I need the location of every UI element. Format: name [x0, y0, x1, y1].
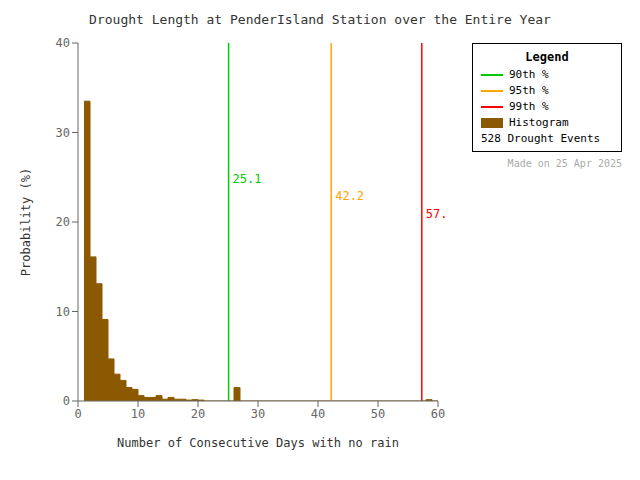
svg-text:20: 20 [56, 215, 70, 229]
svg-text:25.1: 25.1 [233, 172, 262, 186]
svg-text:40: 40 [56, 36, 70, 50]
svg-text:60: 60 [431, 407, 445, 421]
html-text:95th %: 95th % [509, 84, 549, 97]
html-text:528 Drought Events: 528 Drought Events [481, 132, 601, 145]
svg-text:20: 20 [191, 407, 205, 421]
html-text:Legend: Legend [525, 50, 569, 64]
svg-text:0: 0 [74, 407, 81, 421]
svg-text:40: 40 [311, 407, 325, 421]
svg-text:Number of Consecutive Days wit: Number of Consecutive Days with no rain [117, 436, 399, 450]
svg-text:30: 30 [251, 407, 265, 421]
svg-text:10: 10 [56, 305, 70, 319]
svg-text:57.: 57. [426, 207, 448, 221]
html-text:Histogram: Histogram [509, 116, 569, 129]
svg-text:30: 30 [56, 126, 70, 140]
html-text:99th %: 99th % [509, 100, 549, 113]
svg-text:0: 0 [63, 394, 70, 408]
svg-text:Probability (%): Probability (%) [19, 168, 33, 276]
svg-text:42.2: 42.2 [335, 189, 364, 203]
svg-text:50: 50 [371, 407, 385, 421]
html-text:Drought Length at PenderIsland: Drought Length at PenderIsland Station o… [89, 12, 551, 27]
svg-text:10: 10 [131, 407, 145, 421]
html-text:90th %: 90th % [509, 68, 549, 81]
html-text:Made on 25 Apr 2025: Made on 25 Apr 2025 [507, 158, 622, 169]
